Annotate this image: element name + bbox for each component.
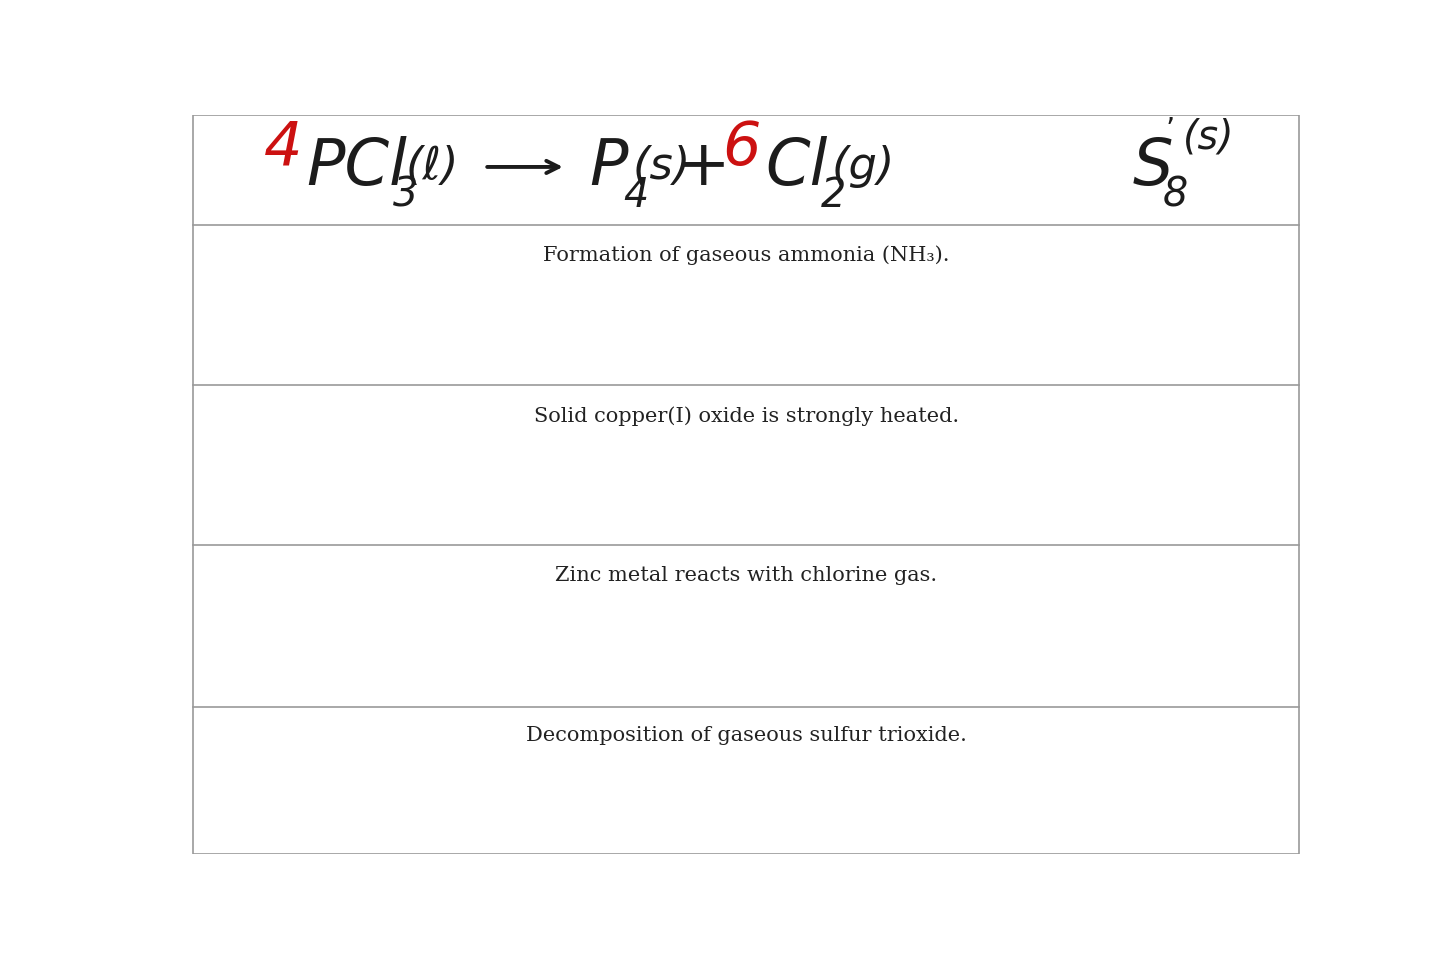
Text: Formation of gaseous ammonia (NH₃).: Formation of gaseous ammonia (NH₃). <box>543 246 949 265</box>
Text: (s): (s) <box>632 146 690 188</box>
Text: 3: 3 <box>393 176 418 214</box>
Text: ʼ: ʼ <box>1166 116 1175 144</box>
Text: +: + <box>677 136 729 198</box>
Text: 4: 4 <box>264 119 303 178</box>
Text: Decomposition of gaseous sulfur trioxide.: Decomposition of gaseous sulfur trioxide… <box>526 726 967 745</box>
Text: (ℓ): (ℓ) <box>406 146 459 188</box>
Text: 2: 2 <box>821 176 846 214</box>
Text: Cl: Cl <box>766 136 828 198</box>
Text: S: S <box>1133 136 1172 198</box>
Text: (s): (s) <box>1184 118 1235 156</box>
Text: Solid copper(I) oxide is strongly heated.: Solid copper(I) oxide is strongly heated… <box>534 406 958 425</box>
Text: Zinc metal reacts with chlorine gas.: Zinc metal reacts with chlorine gas. <box>555 566 938 586</box>
Text: P: P <box>590 136 628 198</box>
Text: 4: 4 <box>623 176 648 214</box>
Text: PCl: PCl <box>306 136 408 198</box>
Text: 8: 8 <box>1162 176 1188 214</box>
Text: (g): (g) <box>831 146 895 188</box>
Text: 6: 6 <box>722 119 761 178</box>
